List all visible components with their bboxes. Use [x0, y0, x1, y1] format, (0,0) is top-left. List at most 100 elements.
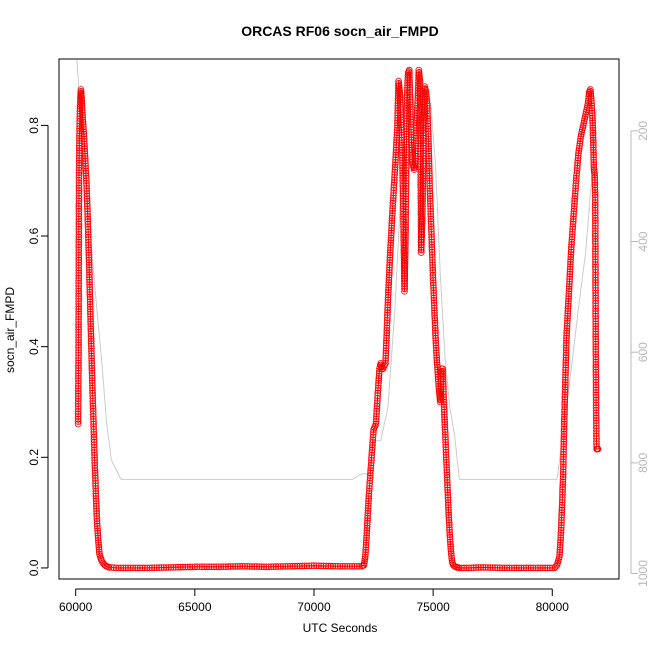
data-point — [84, 205, 91, 213]
data-point — [560, 450, 567, 458]
data-point — [418, 241, 425, 249]
data-point — [401, 282, 408, 290]
data-point — [402, 190, 410, 198]
data-point — [75, 200, 83, 207]
data-point — [81, 155, 89, 162]
data-point — [447, 543, 455, 550]
data-point — [383, 324, 391, 332]
data-point — [419, 195, 426, 203]
data-point — [423, 93, 430, 100]
data-point — [75, 215, 83, 223]
data-point — [446, 533, 454, 541]
data-point — [365, 492, 373, 500]
data-point — [384, 306, 391, 314]
data-point — [366, 472, 374, 479]
data-point — [402, 206, 410, 213]
x-tick-label: 60000 — [59, 600, 93, 614]
data-point — [566, 275, 573, 283]
data-point — [75, 315, 82, 323]
data-point — [189, 563, 196, 571]
data-point — [184, 563, 192, 571]
data-point — [110, 564, 118, 571]
data-point — [83, 180, 90, 187]
data-point — [431, 312, 438, 319]
data-point — [562, 344, 570, 352]
data-point — [367, 464, 375, 472]
data-point — [91, 462, 99, 469]
data-point — [431, 327, 439, 334]
data-point — [383, 332, 391, 339]
data-point — [591, 171, 598, 179]
data-point — [424, 110, 431, 117]
data-point — [367, 459, 375, 467]
data-point — [415, 71, 423, 78]
data-point — [87, 310, 94, 318]
data-point — [389, 202, 397, 210]
data-point — [253, 563, 261, 570]
data-point — [343, 562, 351, 570]
data-point — [296, 562, 304, 570]
data-point — [563, 324, 571, 332]
data-point — [92, 479, 99, 487]
data-point — [562, 342, 570, 349]
data-point — [402, 219, 410, 226]
data-point — [440, 398, 448, 406]
data-point — [122, 564, 129, 572]
data-point — [74, 402, 82, 410]
data-point — [501, 564, 508, 572]
data-point — [430, 297, 438, 304]
data-point — [433, 349, 440, 357]
data-point — [425, 135, 432, 143]
data-point — [85, 251, 93, 259]
data-point — [85, 241, 92, 249]
data-point — [75, 195, 83, 202]
data-point — [88, 377, 96, 384]
data-point — [589, 136, 597, 144]
data-point — [446, 526, 453, 534]
data-point — [408, 139, 415, 146]
data-point — [80, 130, 88, 138]
data-point — [91, 469, 99, 477]
data-point — [439, 378, 447, 385]
data-point — [239, 562, 246, 570]
data-point — [442, 433, 449, 441]
data-point — [563, 334, 570, 342]
data-point — [234, 563, 242, 570]
data-point — [382, 339, 390, 347]
data-point — [567, 258, 574, 266]
data-point — [75, 246, 83, 254]
data-point — [95, 541, 102, 549]
data-point — [562, 369, 569, 376]
data-point — [431, 319, 439, 327]
data-point — [81, 143, 88, 150]
data-point — [420, 109, 428, 116]
y2-tick-label: 400 — [636, 231, 650, 251]
data-point — [383, 314, 391, 322]
data-point — [581, 113, 589, 120]
data-point — [580, 117, 588, 125]
data-point — [153, 564, 161, 571]
data-point — [93, 520, 101, 527]
data-point — [88, 367, 96, 374]
data-point — [442, 453, 450, 461]
data-point — [203, 563, 211, 571]
data-point — [74, 410, 82, 418]
data-point — [75, 287, 82, 295]
data-point — [324, 562, 332, 570]
data-point — [425, 147, 433, 155]
data-point — [364, 502, 372, 510]
data-point — [205, 563, 213, 571]
data-point — [386, 261, 393, 269]
data-point — [590, 159, 598, 166]
data-point — [561, 413, 568, 421]
data-point — [229, 563, 237, 570]
data-point — [362, 541, 370, 549]
data-point — [75, 285, 82, 292]
data-point — [418, 231, 426, 238]
data-point — [406, 81, 414, 89]
data-point — [433, 356, 441, 364]
data-point — [569, 220, 577, 228]
data-point — [86, 273, 93, 281]
data-point — [560, 423, 568, 430]
data-point — [93, 502, 100, 510]
